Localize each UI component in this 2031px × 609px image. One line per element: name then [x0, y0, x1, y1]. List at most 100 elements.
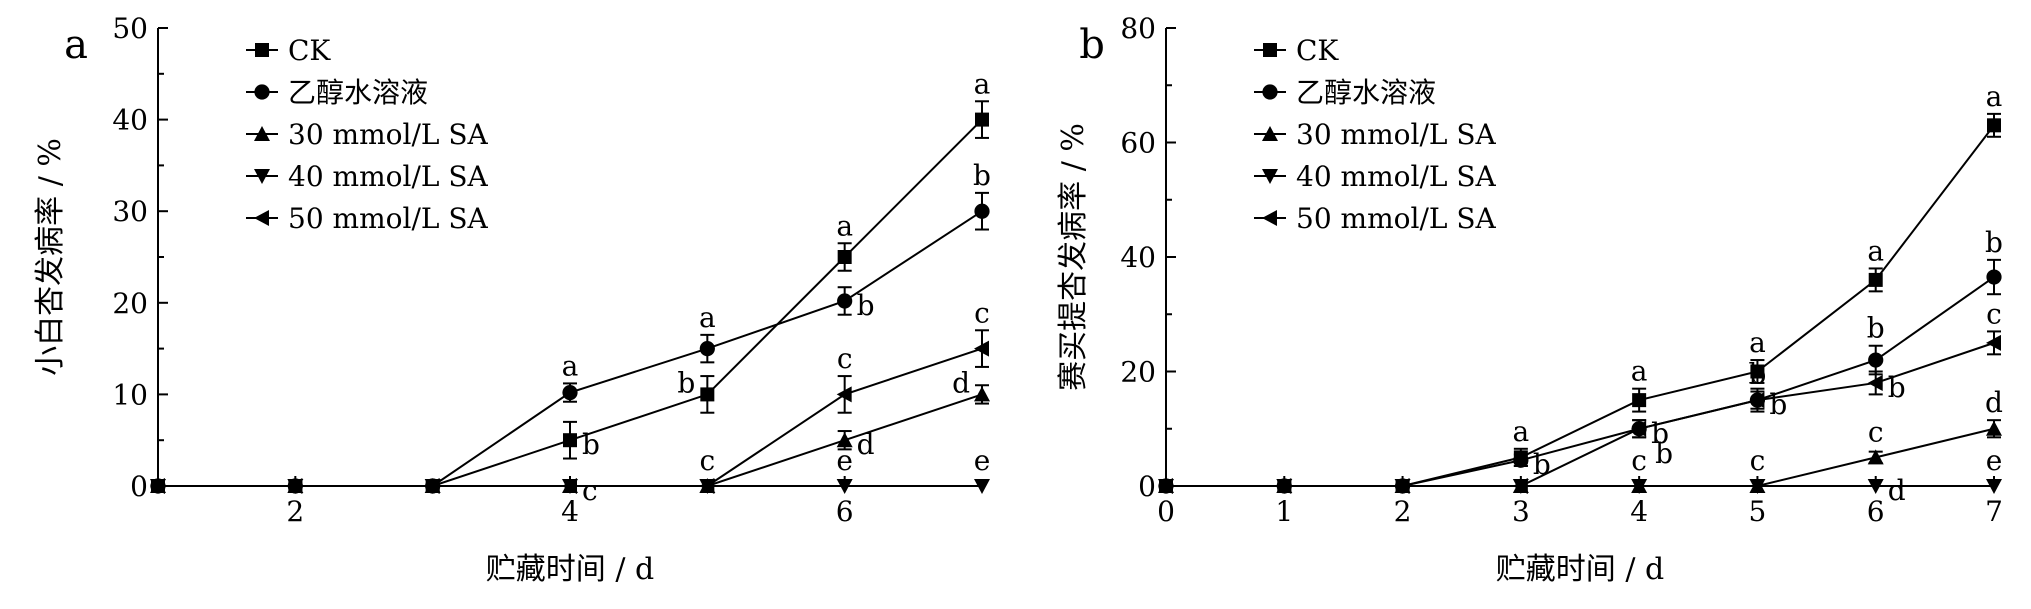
- data-point: [1632, 393, 1647, 408]
- x-tick-label: 7: [1985, 495, 2003, 528]
- legend-label: 30 mmol/L SA: [1296, 118, 1497, 151]
- x-tick-label: 2: [1394, 495, 1412, 528]
- legend-marker: [1262, 84, 1278, 100]
- data-point: [563, 433, 577, 448]
- legend-marker: [255, 43, 269, 57]
- series-line: [1166, 341, 1995, 487]
- data-point: [974, 340, 989, 357]
- significance-letter: a: [1986, 80, 2003, 113]
- legend-label: 40 mmol/L SA: [288, 160, 489, 193]
- significance-letter: c: [974, 296, 990, 329]
- y-tick-label: 60: [1120, 127, 1156, 160]
- legend-label: 40 mmol/L SA: [1296, 160, 1497, 193]
- significance-letter: a: [1867, 234, 1884, 267]
- significance-letter: c: [1868, 415, 1884, 448]
- y-tick-label: 40: [112, 104, 148, 137]
- legend-marker: [254, 126, 270, 141]
- data-point: [974, 479, 990, 494]
- series-line: [1166, 276, 1995, 487]
- legend-label: 50 mmol/L SA: [288, 202, 489, 235]
- y-tick-label: 20: [1120, 356, 1156, 389]
- data-point: [1867, 479, 1884, 494]
- x-tick-label: 6: [1867, 495, 1885, 528]
- legend-marker: [1262, 210, 1277, 226]
- significance-letter: c: [1750, 444, 1766, 477]
- significance-letter: b: [1888, 371, 1906, 404]
- data-point: [974, 203, 990, 219]
- data-point: [1749, 479, 1766, 494]
- y-tick-label: 0: [130, 470, 148, 503]
- data-point: [1631, 420, 1647, 437]
- data-point: [1749, 392, 1765, 409]
- data-point: [562, 384, 578, 401]
- significance-letter: e: [836, 444, 853, 477]
- data-point: [837, 250, 852, 264]
- data-point: [699, 341, 715, 357]
- legend-marker: [1262, 126, 1278, 141]
- y-axis-title: 小白杏发病率 / %: [33, 138, 68, 376]
- data-point: [1986, 269, 2002, 285]
- x-tick-label: 2: [286, 495, 304, 528]
- significance-letter: b: [1748, 358, 1766, 391]
- significance-letter: e: [974, 444, 991, 477]
- y-tick-label: 10: [112, 378, 148, 411]
- significance-letter: b: [857, 289, 875, 322]
- legend-label: CK: [1296, 34, 1339, 67]
- data-point: [1987, 118, 2001, 133]
- significance-letter: a: [699, 301, 716, 334]
- data-point: [1986, 479, 2002, 494]
- data-point: [700, 387, 715, 402]
- data-point: [699, 478, 715, 494]
- legend-label: CK: [288, 34, 331, 67]
- x-tick-label: 4: [561, 495, 579, 528]
- significance-letter: b: [1867, 312, 1885, 345]
- significance-letter: a: [1749, 326, 1766, 359]
- significance-letter: e: [1986, 444, 2003, 477]
- y-tick-label: 20: [112, 287, 148, 320]
- legend-label: 30 mmol/L SA: [288, 118, 489, 151]
- y-tick-label: 30: [112, 195, 148, 228]
- legend-marker: [254, 210, 269, 226]
- data-point: [1750, 364, 1765, 379]
- data-point: [1868, 352, 1884, 368]
- significance-letter: b: [1769, 388, 1787, 421]
- data-point: [1276, 478, 1292, 494]
- y-tick-label: 40: [1120, 241, 1156, 274]
- significance-letter: b: [582, 428, 600, 461]
- significance-letter: b: [973, 159, 991, 192]
- significance-letter: d: [1888, 474, 1906, 507]
- significance-letter: a: [1513, 415, 1530, 448]
- legend-label: 乙醇水溶液: [288, 76, 428, 109]
- data-point: [975, 112, 989, 127]
- legend-marker: [1263, 43, 1277, 57]
- y-tick-label: 50: [112, 12, 148, 45]
- data-point: [1512, 478, 1528, 494]
- data-point: [1867, 449, 1884, 465]
- significance-letter: c: [1631, 444, 1647, 477]
- legend-label: 乙醇水溶液: [1296, 76, 1436, 109]
- data-point: [837, 293, 853, 309]
- legend-marker: [254, 169, 270, 184]
- significance-letter: b: [677, 366, 695, 399]
- x-axis-title: 贮藏时间 / d: [1496, 552, 1664, 587]
- data-point: [1631, 479, 1648, 494]
- data-point: [836, 432, 853, 448]
- significance-letter: d: [1985, 386, 2003, 419]
- panel-label: b: [1079, 22, 1105, 68]
- data-point: [1868, 272, 1883, 287]
- y-tick-label: 80: [1120, 12, 1156, 45]
- x-tick-label: 0: [1157, 495, 1175, 528]
- data-point: [836, 479, 853, 494]
- significance-letter: a: [562, 349, 579, 382]
- significance-letter: d: [952, 366, 970, 399]
- legend-marker: [1262, 169, 1278, 184]
- data-point: [424, 478, 440, 494]
- data-point: [1158, 478, 1173, 494]
- legend-marker: [254, 84, 270, 100]
- significance-letter: a: [1631, 355, 1648, 388]
- data-point: [562, 478, 577, 494]
- x-tick-label: 5: [1749, 495, 1767, 528]
- data-point: [1986, 420, 2002, 436]
- significance-letter: b: [1985, 226, 2003, 259]
